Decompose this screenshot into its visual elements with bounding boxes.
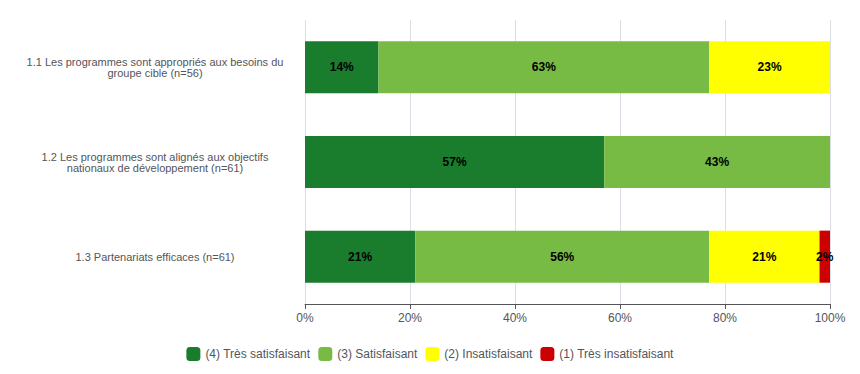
svg-text:(4) Très satisfaisant: (4) Très satisfaisant <box>205 347 310 361</box>
svg-text:60%: 60% <box>608 311 632 325</box>
svg-text:1.2 Les programmes sont aligné: 1.2 Les programmes sont alignés aux obje… <box>41 150 269 163</box>
svg-text:80%: 80% <box>713 311 737 325</box>
svg-text:0%: 0% <box>296 311 314 325</box>
svg-text:14%: 14% <box>330 60 354 74</box>
svg-text:1.3 Partenariats efficaces (n=: 1.3 Partenariats efficaces (n=61) <box>75 251 234 263</box>
svg-text:(2) Insatisfaisant: (2) Insatisfaisant <box>444 347 533 361</box>
svg-text:21%: 21% <box>348 250 372 264</box>
svg-text:21%: 21% <box>752 250 776 264</box>
svg-text:40%: 40% <box>503 311 527 325</box>
svg-text:43%: 43% <box>705 155 729 169</box>
svg-text:2%: 2% <box>816 250 834 264</box>
svg-text:1.1 Les programmes sont approp: 1.1 Les programmes sont appropriés aux b… <box>26 55 284 68</box>
svg-text:100%: 100% <box>815 311 846 325</box>
svg-text:63%: 63% <box>532 60 556 74</box>
svg-text:23%: 23% <box>758 60 782 74</box>
svg-text:nationaux de développement (n=: nationaux de développement (n=61) <box>67 162 243 174</box>
svg-text:groupe cible (n=56): groupe cible (n=56) <box>107 67 202 79</box>
svg-text:57%: 57% <box>443 155 467 169</box>
svg-text:56%: 56% <box>550 250 574 264</box>
svg-text:20%: 20% <box>398 311 422 325</box>
svg-text:(3) Satisfaisant: (3) Satisfaisant <box>337 347 418 361</box>
svg-text:(1) Très insatisfaisant: (1) Très insatisfaisant <box>559 347 674 361</box>
